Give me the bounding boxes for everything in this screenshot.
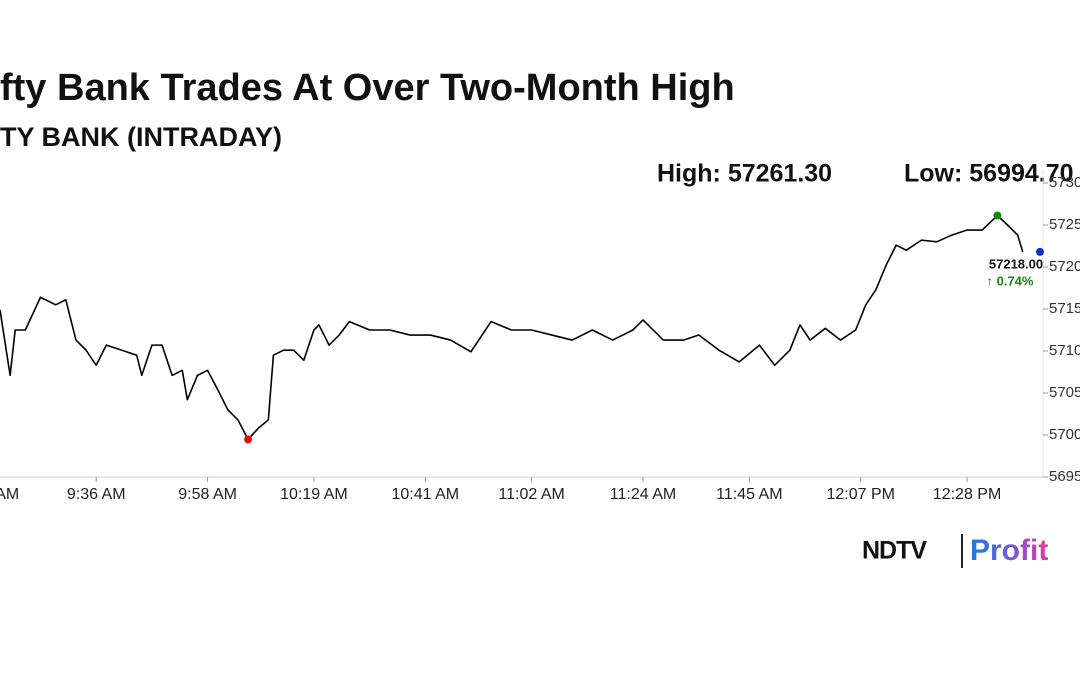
x-tick-label: 9:58 AM [178,486,237,503]
x-tick-label: 11:24 AM [610,486,676,503]
x-tick-label: 10:41 AM [391,486,459,503]
y-tick-label: 57050 [1049,384,1080,401]
y-tick-label: 57100 [1049,342,1080,359]
x-tick-label: 11:02 AM [498,486,564,503]
x-tick-label: 11:45 AM [716,486,782,503]
last-value-label: 57218.00 [989,256,1043,271]
x-tick-label: 12:28 PM [933,486,1001,503]
y-tick-label: 56950 [1049,468,1080,485]
x-tick-label: 12:07 PM [826,486,894,503]
y-tick-label: 57200 [1049,258,1080,275]
y-tick-label: 57300 [1049,174,1080,191]
last-marker [1036,247,1044,256]
chart-subtitle: TY BANK (INTRADAY) [0,122,282,152]
logo-ndtv: NDTV [862,537,927,565]
y-tick-label: 57000 [1049,426,1080,443]
logo-profit: Profit [970,534,1048,567]
high-marker [993,211,1002,220]
y-tick-label: 57250 [1049,216,1080,233]
x-tick-label: 10:19 AM [280,486,348,503]
x-tick-label: 9:36 AM [67,486,126,503]
price-line [0,214,1024,441]
y-tick-label: 57150 [1049,300,1080,317]
chart-title: fty Bank Trades At Over Two-Month High [0,67,735,109]
high-label: High: 57261.30 [657,160,832,188]
change-label: ↑ 0.74% [987,273,1034,288]
low-marker [244,435,253,444]
x-tick-label: 9:15 AM [0,486,19,503]
